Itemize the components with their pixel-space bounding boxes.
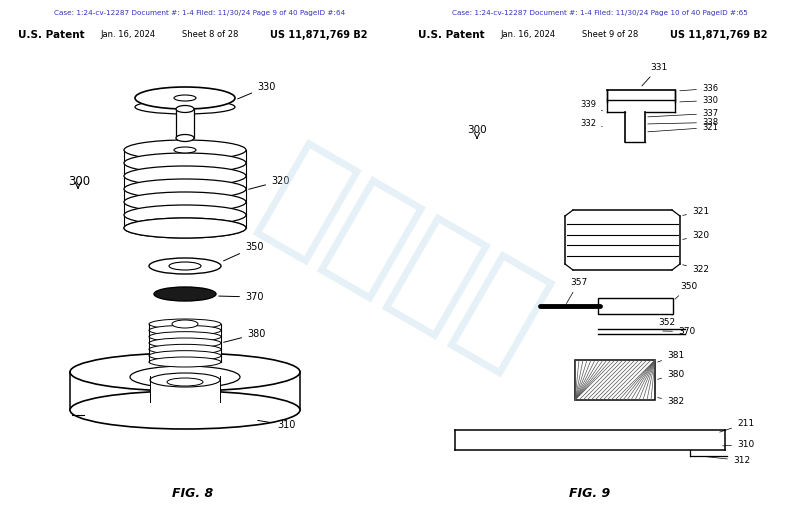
Ellipse shape — [174, 95, 196, 101]
Ellipse shape — [149, 326, 221, 335]
Text: 322: 322 — [682, 265, 709, 274]
Bar — [124, 189, 246, 202]
Bar — [124, 202, 246, 215]
Bar — [70, 372, 300, 410]
Text: 321: 321 — [648, 123, 718, 132]
Text: 350: 350 — [675, 282, 698, 299]
Ellipse shape — [124, 179, 246, 199]
Bar — [124, 176, 246, 189]
Ellipse shape — [149, 344, 221, 354]
Text: 336: 336 — [680, 84, 718, 93]
Text: Jan. 16, 2024: Jan. 16, 2024 — [500, 30, 555, 39]
Text: 350: 350 — [223, 242, 263, 261]
Text: 370: 370 — [662, 327, 695, 336]
Text: 339: 339 — [580, 100, 602, 111]
Text: 211: 211 — [720, 419, 754, 432]
Text: 352: 352 — [658, 314, 675, 327]
Bar — [176, 109, 194, 138]
Text: 300: 300 — [68, 175, 90, 188]
Text: 381: 381 — [658, 351, 684, 362]
Text: Sheet 9 of 28: Sheet 9 of 28 — [582, 30, 638, 39]
Ellipse shape — [149, 350, 221, 361]
Text: 312: 312 — [702, 456, 750, 465]
Ellipse shape — [176, 106, 194, 112]
Text: 330: 330 — [238, 82, 275, 99]
Text: 380: 380 — [658, 370, 684, 379]
Ellipse shape — [124, 218, 246, 238]
Text: FIG. 9: FIG. 9 — [570, 487, 610, 500]
Ellipse shape — [130, 366, 240, 388]
Ellipse shape — [124, 218, 246, 238]
Ellipse shape — [176, 135, 194, 141]
Ellipse shape — [124, 192, 246, 212]
Ellipse shape — [70, 391, 300, 429]
Bar — [150, 376, 220, 402]
Text: 332: 332 — [580, 119, 602, 128]
Text: U.S. Patent: U.S. Patent — [18, 30, 85, 40]
Bar — [124, 163, 246, 176]
Text: 330: 330 — [680, 96, 718, 105]
Ellipse shape — [149, 258, 221, 274]
Text: 320: 320 — [682, 231, 709, 240]
Text: 310: 310 — [722, 440, 754, 449]
Ellipse shape — [149, 338, 221, 348]
Text: U.S. Patent: U.S. Patent — [418, 30, 485, 40]
Text: 370: 370 — [218, 292, 263, 302]
Text: Case: 1:24-cv-12287 Document #: 1-4 Filed: 11/30/24 Page 9 of 40 PageID #:64: Case: 1:24-cv-12287 Document #: 1-4 File… — [54, 10, 346, 16]
Ellipse shape — [124, 166, 246, 186]
Text: 300: 300 — [467, 125, 486, 135]
Ellipse shape — [172, 320, 198, 328]
Bar — [575, 360, 655, 400]
Text: US 11,871,769 B2: US 11,871,769 B2 — [670, 30, 767, 40]
Ellipse shape — [169, 262, 201, 270]
Bar — [124, 215, 246, 228]
Ellipse shape — [124, 140, 246, 160]
Ellipse shape — [135, 87, 235, 109]
Text: US 11,871,769 B2: US 11,871,769 B2 — [270, 30, 367, 40]
Text: 337: 337 — [648, 109, 718, 118]
Text: 338: 338 — [648, 118, 718, 127]
Ellipse shape — [124, 205, 246, 225]
Text: 380: 380 — [224, 329, 266, 342]
Ellipse shape — [167, 378, 203, 386]
Bar — [149, 324, 221, 362]
Text: 321: 321 — [682, 207, 709, 216]
Text: FIG. 8: FIG. 8 — [172, 487, 214, 500]
Text: 310: 310 — [258, 420, 295, 430]
Ellipse shape — [70, 353, 300, 391]
Text: Jan. 16, 2024: Jan. 16, 2024 — [100, 30, 155, 39]
Text: 357: 357 — [566, 278, 587, 304]
Text: 331: 331 — [642, 63, 667, 86]
Ellipse shape — [135, 100, 235, 114]
Bar — [598, 298, 673, 314]
Ellipse shape — [149, 332, 221, 342]
Ellipse shape — [124, 153, 246, 173]
Ellipse shape — [149, 357, 221, 367]
Text: 320: 320 — [249, 176, 290, 189]
Bar — [124, 150, 246, 163]
Ellipse shape — [150, 373, 220, 387]
Ellipse shape — [149, 319, 221, 329]
Ellipse shape — [154, 287, 216, 301]
Ellipse shape — [174, 147, 196, 153]
Text: Sheet 8 of 28: Sheet 8 of 28 — [182, 30, 238, 39]
Text: Case: 1:24-cv-12287 Document #: 1-4 Filed: 11/30/24 Page 10 of 40 PageID #:65: Case: 1:24-cv-12287 Document #: 1-4 File… — [452, 10, 748, 16]
Text: 382: 382 — [658, 397, 684, 406]
